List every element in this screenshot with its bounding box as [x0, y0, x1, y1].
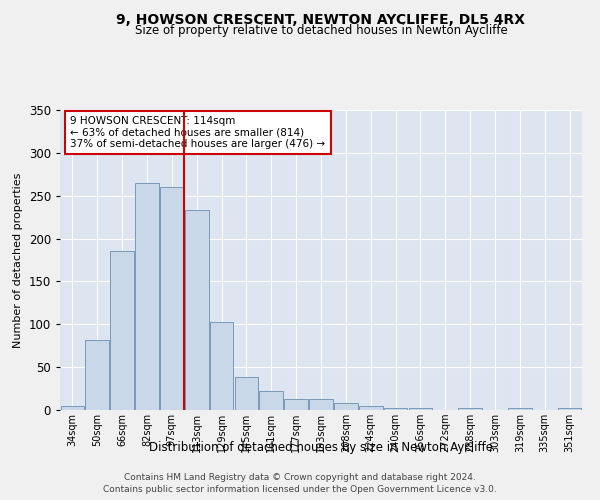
Text: 9, HOWSON CRESCENT, NEWTON AYCLIFFE, DL5 4RX: 9, HOWSON CRESCENT, NEWTON AYCLIFFE, DL5…: [116, 12, 526, 26]
Bar: [259, 391, 283, 410]
Bar: [210, 322, 233, 410]
Bar: [409, 408, 432, 410]
Bar: [309, 399, 333, 410]
Bar: [135, 183, 159, 410]
Bar: [235, 378, 258, 410]
Bar: [160, 187, 184, 410]
Bar: [384, 408, 407, 410]
Bar: [458, 408, 482, 410]
Bar: [359, 406, 383, 410]
Bar: [61, 406, 84, 410]
Text: Contains HM Land Registry data © Crown copyright and database right 2024.: Contains HM Land Registry data © Crown c…: [124, 473, 476, 482]
Text: Distribution of detached houses by size in Newton Aycliffe: Distribution of detached houses by size …: [149, 441, 493, 454]
Bar: [284, 399, 308, 410]
Bar: [508, 408, 532, 410]
Bar: [85, 340, 109, 410]
Text: 9 HOWSON CRESCENT: 114sqm
← 63% of detached houses are smaller (814)
37% of semi: 9 HOWSON CRESCENT: 114sqm ← 63% of detac…: [70, 116, 326, 149]
Text: Contains public sector information licensed under the Open Government Licence v3: Contains public sector information licen…: [103, 486, 497, 494]
Bar: [558, 408, 581, 410]
Text: Size of property relative to detached houses in Newton Aycliffe: Size of property relative to detached ho…: [134, 24, 508, 37]
Bar: [334, 403, 358, 410]
Bar: [185, 210, 209, 410]
Y-axis label: Number of detached properties: Number of detached properties: [13, 172, 23, 348]
Bar: [110, 252, 134, 410]
